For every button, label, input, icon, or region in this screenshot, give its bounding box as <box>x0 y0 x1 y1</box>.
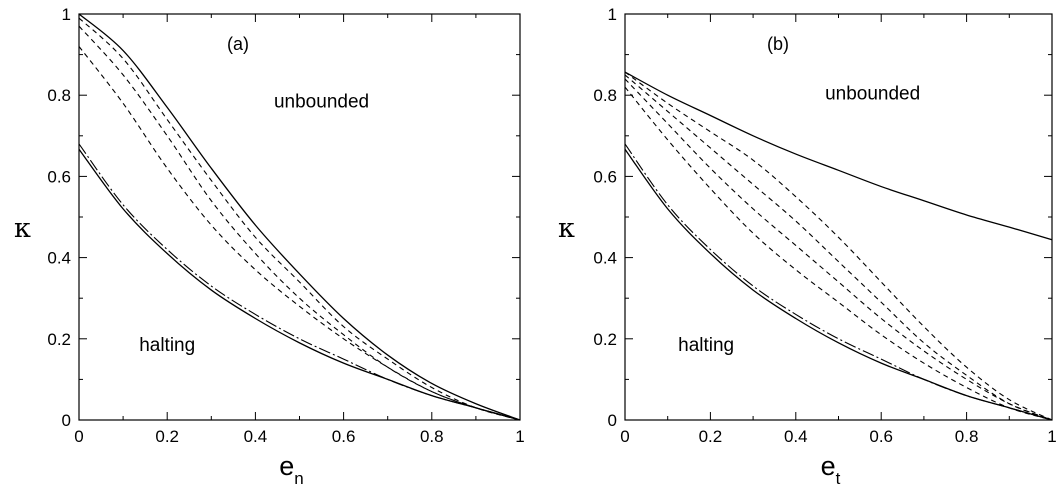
series-line-2-dashed <box>78 17 521 421</box>
y-tick-label: 0.8 <box>593 86 617 105</box>
x-tick-label: 0.2 <box>699 427 723 446</box>
panel-label: (a) <box>227 34 249 54</box>
y-tick-label: 0 <box>608 411 617 430</box>
y-axis-label: κ <box>14 213 31 244</box>
y-tick-label: 0.2 <box>47 330 71 349</box>
x-axis-label-subscript: n <box>294 469 303 488</box>
plot-frame <box>624 13 1053 421</box>
y-tick-label: 0.4 <box>593 249 617 268</box>
series-line-3-dashed <box>624 74 1053 421</box>
x-tick-label: 0.2 <box>155 427 179 446</box>
panel-label: (b) <box>767 34 789 54</box>
series-line-3-dashed <box>78 25 521 421</box>
x-tick-label: 1 <box>515 427 524 446</box>
region-label-unbounded: unbounded <box>274 91 369 112</box>
y-axis-label: κ <box>558 213 575 244</box>
y-tick-label: 0.8 <box>47 86 71 105</box>
x-tick-label: 0.6 <box>332 427 356 446</box>
y-tick-label: 0.2 <box>593 330 617 349</box>
series-line-1-solid <box>624 71 1053 241</box>
x-tick-label: 0.8 <box>955 427 979 446</box>
series-line-4-dashed <box>624 78 1053 421</box>
x-tick-label: 0.4 <box>244 427 268 446</box>
x-axis-label: en <box>279 451 304 488</box>
x-tick-label: 0.8 <box>420 427 444 446</box>
chart-panel-b: 0 0.2 0.4 0.6 0.8 1 0 0.2 0.4 0.6 0.8 1 et κ (b) unboun… <box>558 5 1057 488</box>
y-tick-label: 1 <box>608 5 617 24</box>
y-tick-label: 0.6 <box>47 167 71 186</box>
y-tick-label: 0 <box>62 411 71 430</box>
x-tick-label: 0 <box>74 427 83 446</box>
x-axis-label: et <box>821 451 841 488</box>
series-line-2-dashed <box>624 71 1053 421</box>
plot-frame <box>78 13 521 421</box>
region-label-halting: halting <box>678 335 734 356</box>
y-tick-label: 0.4 <box>47 249 71 268</box>
series-line-6-dashdot <box>624 143 1053 421</box>
y-tick-label: 0.6 <box>593 167 617 186</box>
y-tick-label: 1 <box>62 5 71 24</box>
x-tick-label: 0.4 <box>784 427 808 446</box>
series-line-7-solid <box>624 148 1053 421</box>
x-tick-label: 1 <box>1047 427 1056 446</box>
x-tick-label: 0 <box>620 427 629 446</box>
series-line-5-dashed <box>624 86 1053 421</box>
series-line-1-solid <box>78 13 521 421</box>
region-label-unbounded: unbounded <box>825 83 920 104</box>
series-line-6-solid <box>78 148 521 421</box>
region-label-halting: halting <box>139 335 195 356</box>
series-line-4-dashed <box>78 46 521 421</box>
x-axis-label-subscript: t <box>836 469 841 488</box>
chart-panel-a: 0 0.2 0.4 0.6 0.8 1 0 0.2 0.4 0.6 0.8 1 en κ (a) unboun… <box>14 5 525 488</box>
x-tick-label: 0.6 <box>869 427 893 446</box>
